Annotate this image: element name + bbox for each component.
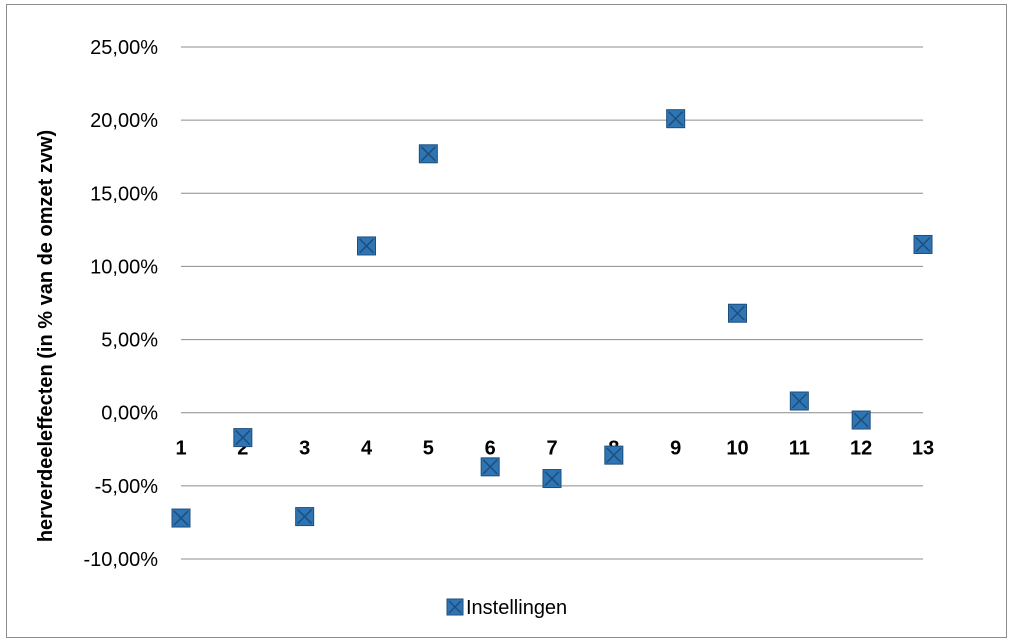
x-tick-label: 4: [361, 438, 373, 460]
data-point: [542, 469, 562, 489]
y-tick-label: -5,00%: [95, 476, 159, 498]
x-tick-label: 5: [423, 438, 434, 460]
gridlines: [181, 46, 923, 560]
x-tick-label: 7: [546, 438, 557, 460]
data-point-cross: [606, 447, 622, 463]
legend: Instellingen: [446, 597, 567, 619]
data-point-cross: [853, 412, 869, 428]
data-point: [728, 303, 747, 323]
x-tick-label: 9: [670, 438, 681, 460]
data-point: [357, 236, 376, 256]
legend-marker-cross: [448, 600, 462, 614]
data-point-cross: [173, 510, 189, 526]
x-tick-label: 10: [726, 438, 748, 460]
y-tick-label: 25,00%: [90, 37, 158, 59]
data-point-cross: [729, 305, 746, 321]
y-axis-label: herverdeeleffecten (in % van de omzet zv…: [35, 130, 57, 542]
y-tick-label: -10,00%: [84, 549, 159, 571]
data-point-cross: [420, 146, 436, 162]
y-tick-label: 0,00%: [101, 403, 158, 425]
data-point: [604, 445, 624, 465]
y-tick-label: 15,00%: [90, 183, 158, 205]
x-tick-label: 6: [485, 438, 496, 460]
y-tick-label: 20,00%: [90, 110, 158, 132]
data-point: [295, 507, 315, 527]
data-point: [851, 410, 871, 430]
data-point-cross: [915, 236, 931, 253]
data-point: [666, 109, 686, 129]
data-point: [171, 508, 191, 528]
data-point-cross: [791, 393, 807, 409]
chart-frame: [6, 4, 1007, 638]
legend-marker: [446, 598, 464, 616]
x-tick-label: 12: [850, 438, 872, 460]
y-tick-label: 10,00%: [90, 256, 158, 278]
data-point: [233, 428, 253, 448]
legend-label: Instellingen: [466, 597, 567, 619]
x-axis-ticks: 12345678910111213: [175, 438, 934, 460]
x-tick-label: 2: [237, 438, 248, 460]
y-axis-ticks: -10,00% -5,00% 0,00% 5,00% 10,00% 15,00% 20,00…: [84, 37, 159, 571]
data-point: [480, 457, 500, 477]
x-tick-label: 1: [175, 438, 186, 460]
y-tick-label: 5,00%: [101, 330, 158, 352]
data-point-cross: [358, 238, 375, 254]
data-points: [171, 109, 933, 528]
data-point: [789, 391, 809, 411]
data-point-cross: [482, 459, 498, 475]
data-point-cross: [544, 471, 560, 487]
data-point: [913, 234, 933, 254]
data-point-cross: [297, 509, 313, 525]
x-tick-label: 11: [789, 438, 810, 460]
x-tick-label: 13: [912, 438, 934, 460]
x-tick-label: 3: [299, 438, 310, 460]
data-point-cross: [235, 430, 251, 446]
data-point: [418, 144, 438, 164]
data-point-cross: [668, 111, 684, 127]
